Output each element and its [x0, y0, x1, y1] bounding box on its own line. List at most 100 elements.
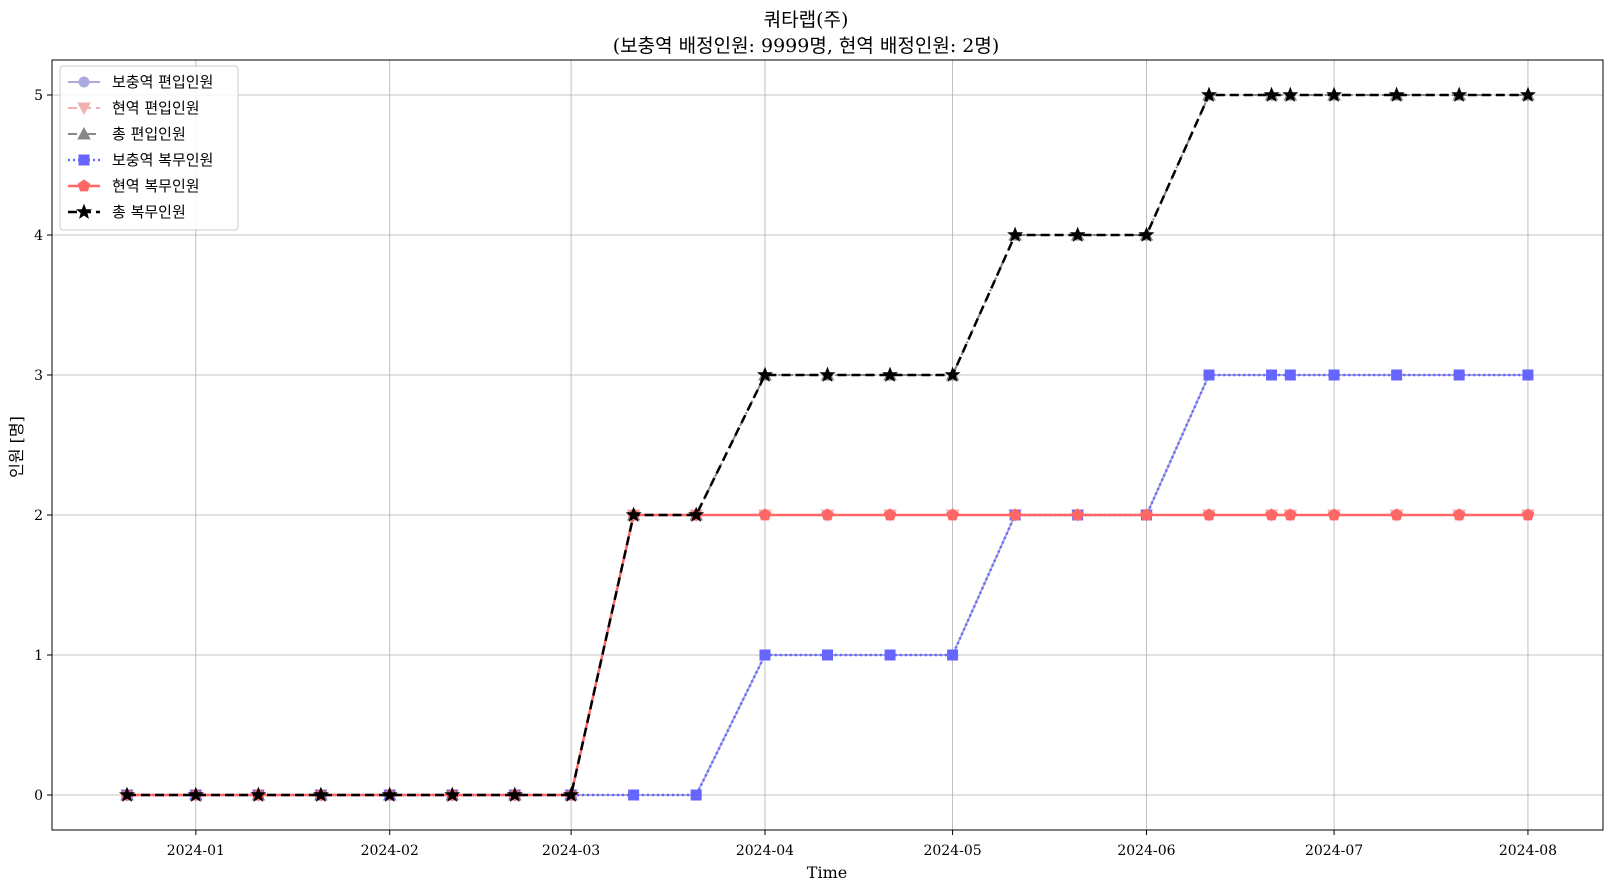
data-point — [1388, 86, 1405, 102]
data-point — [688, 506, 705, 522]
data-point — [381, 786, 398, 802]
axis-ticks: 2024-01 2024-02 2024-03 2024-04 2024-05 2024-… — [34, 88, 1557, 859]
data-point — [759, 649, 771, 661]
y-tick-label: 0 — [34, 788, 43, 804]
data-point — [822, 649, 833, 661]
data-point — [506, 786, 523, 802]
data-point — [756, 366, 773, 382]
x-tick-label: 2024-01 — [167, 843, 225, 859]
data-point — [625, 506, 642, 522]
data-point — [1521, 508, 1535, 521]
data-point — [1522, 369, 1534, 381]
data-point — [563, 786, 580, 802]
series-line — [127, 374, 1528, 796]
data-point — [444, 786, 461, 802]
data-point — [944, 366, 961, 382]
x-tick-label: 2024-06 — [1117, 843, 1175, 859]
data-point — [1326, 86, 1343, 102]
x-tick-label: 2024-04 — [736, 843, 794, 859]
x-tick-label: 2024-03 — [542, 843, 600, 859]
y-tick-label: 3 — [34, 368, 43, 384]
data-point — [1519, 86, 1536, 102]
series-6 — [119, 86, 1536, 802]
data-point — [1263, 86, 1280, 102]
legend-item: 보충역 편입인원 — [68, 73, 213, 91]
y-axis-label: 인원 [명] — [7, 416, 26, 478]
data-point — [312, 786, 329, 802]
data-point — [119, 786, 136, 802]
data-point — [1007, 226, 1024, 242]
legend-label: 현역 복무인원 — [112, 177, 200, 195]
legend-item: 총 편입인원 — [68, 125, 186, 143]
chart-subtitle: (보충역 배정인원: 9999명, 현역 배정인원: 2명) — [613, 35, 1000, 57]
legend-label: 보충역 복무인원 — [112, 151, 213, 169]
data-point — [1451, 86, 1468, 102]
data-point — [1282, 86, 1299, 102]
data-point — [1140, 508, 1153, 521]
y-tick-label: 5 — [34, 88, 43, 104]
data-point — [1202, 508, 1216, 521]
legend-box — [59, 65, 239, 231]
data-point — [883, 508, 897, 521]
data-point — [1203, 369, 1215, 381]
legend-marker — [78, 154, 90, 166]
y-tick-label: 2 — [34, 508, 43, 524]
data-point — [1327, 508, 1341, 521]
data-point — [1390, 508, 1403, 521]
data-point — [250, 786, 267, 802]
data-point — [1200, 86, 1218, 102]
series-3 — [120, 87, 1535, 801]
y-tick-label: 1 — [34, 648, 43, 664]
data-point — [882, 366, 899, 382]
x-axis-label: Time — [807, 863, 847, 882]
series-line — [127, 513, 1528, 797]
data-point — [947, 649, 959, 661]
data-point — [1138, 226, 1155, 242]
legend-marker — [78, 76, 90, 88]
legend-marker — [77, 126, 91, 140]
data-point — [1071, 508, 1084, 521]
series-4 — [121, 369, 1534, 801]
data-point — [1069, 226, 1086, 242]
series-layer — [119, 86, 1536, 803]
plot-frame — [51, 59, 1604, 831]
series-1 — [121, 369, 1534, 801]
data-point — [1453, 369, 1465, 381]
data-point — [884, 649, 896, 661]
data-point — [821, 508, 834, 521]
x-tick-label: 2024-08 — [1499, 843, 1557, 859]
data-point — [187, 786, 204, 802]
legend-label: 보충역 편입인원 — [112, 73, 213, 91]
legend-marker — [77, 179, 91, 192]
legend-marker — [77, 102, 91, 116]
series-line — [127, 93, 1528, 797]
data-point — [819, 366, 836, 382]
x-tick-label: 2024-07 — [1305, 843, 1363, 859]
x-tick-label: 2024-02 — [361, 843, 419, 859]
legend-label: 총 복무인원 — [112, 203, 186, 221]
legend-item: 현역 편입인원 — [68, 99, 200, 117]
legend-marker — [75, 203, 93, 219]
data-point — [1328, 369, 1340, 381]
data-point — [758, 508, 772, 521]
data-point — [1265, 508, 1278, 521]
legend-item: 현역 복무인원 — [68, 177, 200, 195]
data-point — [946, 508, 959, 521]
grid — [52, 60, 1603, 830]
legend-item: 총 복무인원 — [68, 203, 186, 221]
data-point — [1008, 508, 1022, 521]
data-point — [1266, 369, 1278, 381]
data-point — [1452, 508, 1466, 521]
legend-label: 현역 편입인원 — [112, 99, 200, 117]
data-point — [1391, 369, 1403, 381]
series-line — [127, 373, 1528, 797]
data-point — [1284, 508, 1297, 521]
legend-item: 보충역 복무인원 — [68, 151, 213, 169]
data-point — [628, 789, 640, 801]
y-tick-label: 4 — [34, 228, 43, 244]
series-line — [127, 94, 1528, 796]
x-tick-label: 2024-05 — [923, 843, 981, 859]
data-point — [690, 789, 702, 801]
